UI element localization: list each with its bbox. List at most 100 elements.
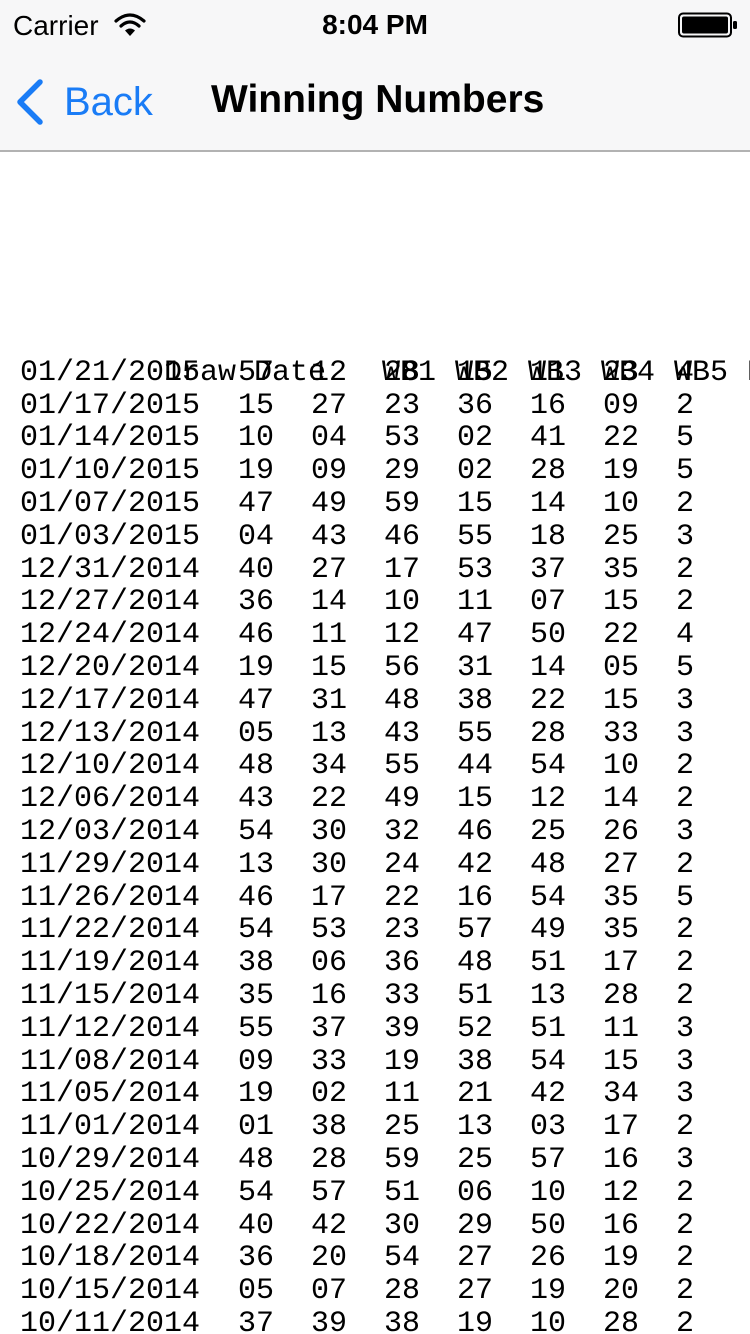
number-cell: 57 bbox=[311, 1175, 348, 1210]
number-cell: 41 bbox=[530, 421, 567, 456]
number-cell: 32 bbox=[384, 814, 421, 849]
number-cell: 11 bbox=[384, 1077, 421, 1112]
number-cell: 19 bbox=[238, 454, 275, 489]
number-cell: 06 bbox=[457, 1175, 494, 1210]
draw-date-cell: 10/29/2014 bbox=[20, 1142, 201, 1177]
number-cell: 11 bbox=[457, 585, 494, 620]
number-cell: 36 bbox=[457, 388, 494, 423]
number-cell: 5 bbox=[676, 421, 695, 456]
number-cell: 26 bbox=[530, 1241, 567, 1276]
number-cell: 4 bbox=[676, 355, 695, 390]
number-cell: 19 bbox=[603, 1241, 640, 1276]
number-cell: 48 bbox=[530, 847, 567, 882]
number-cell: 02 bbox=[457, 454, 494, 489]
number-cell: 4 bbox=[676, 618, 695, 653]
table-row: 12/13/2014 05 13 43 55 28 33 3 bbox=[20, 716, 750, 751]
number-cell: 44 bbox=[457, 749, 494, 784]
number-cell: 5 bbox=[676, 880, 695, 915]
number-cell: 3 bbox=[676, 519, 695, 554]
number-cell: 09 bbox=[603, 388, 640, 423]
number-cell: 49 bbox=[530, 913, 567, 948]
number-cell: 54 bbox=[530, 880, 567, 915]
number-cell: 54 bbox=[238, 1175, 275, 1210]
navigation-bar: Back Winning Numbers bbox=[0, 52, 750, 150]
number-cell: 47 bbox=[457, 618, 494, 653]
number-cell: 15 bbox=[457, 486, 494, 521]
number-cell: 37 bbox=[238, 1306, 275, 1334]
draw-date-cell: 01/07/2015 bbox=[20, 486, 201, 521]
number-cell: 13 bbox=[238, 847, 275, 882]
number-cell: 47 bbox=[238, 683, 275, 718]
number-cell: 38 bbox=[457, 683, 494, 718]
number-cell: 2 bbox=[676, 1110, 695, 1145]
number-cell: 14 bbox=[311, 585, 348, 620]
carrier-label: Carrier bbox=[13, 10, 99, 41]
number-cell: 50 bbox=[530, 618, 567, 653]
number-cell: 53 bbox=[457, 552, 494, 587]
number-cell: 01 bbox=[238, 1110, 275, 1145]
number-cell: 20 bbox=[603, 1274, 640, 1309]
chevron-left-icon bbox=[17, 79, 43, 125]
table-row: 12/27/2014 36 14 10 11 07 15 2 bbox=[20, 586, 750, 619]
number-cell: 16 bbox=[530, 388, 567, 423]
number-cell: 52 bbox=[457, 1011, 494, 1046]
table-row: 10/22/2014 40 42 30 29 50 16 2 bbox=[20, 1208, 750, 1243]
number-cell: 29 bbox=[384, 454, 421, 489]
table-row: 01/10/2015 19 09 29 02 28 19 5 bbox=[20, 455, 750, 488]
number-cell: 49 bbox=[384, 782, 421, 817]
back-button[interactable]: Back bbox=[14, 72, 153, 132]
number-cell: 22 bbox=[384, 880, 421, 915]
draw-date-cell: 11/29/2014 bbox=[20, 847, 201, 882]
status-time: 8:04 PM bbox=[322, 9, 428, 40]
number-cell: 22 bbox=[603, 421, 640, 456]
number-cell: 54 bbox=[530, 749, 567, 784]
number-cell: 04 bbox=[238, 519, 275, 554]
number-cell: 02 bbox=[311, 1077, 348, 1112]
number-cell: 23 bbox=[384, 913, 421, 948]
content-area[interactable]: Draw DateWB1WB2WB3WB4WB5PBPP 01/21/20155… bbox=[0, 152, 750, 1334]
number-cell: 2 bbox=[676, 978, 695, 1013]
number-cell: 59 bbox=[384, 1142, 421, 1177]
number-cell: 31 bbox=[457, 650, 494, 685]
draw-date-cell: 10/22/2014 bbox=[20, 1208, 201, 1243]
number-cell: 16 bbox=[311, 978, 348, 1013]
number-cell: 07 bbox=[530, 585, 567, 620]
number-cell: 15 bbox=[603, 683, 640, 718]
number-cell: 53 bbox=[384, 421, 421, 456]
number-cell: 53 bbox=[311, 913, 348, 948]
number-cell: 55 bbox=[457, 716, 494, 751]
number-cell: 34 bbox=[603, 1077, 640, 1112]
draw-date-cell: 12/17/2014 bbox=[20, 683, 201, 718]
number-cell: 46 bbox=[457, 814, 494, 849]
number-cell: 3 bbox=[676, 1077, 695, 1112]
number-cell: 39 bbox=[311, 1306, 348, 1334]
number-cell: 2 bbox=[676, 1208, 695, 1243]
number-cell: 42 bbox=[530, 1077, 567, 1112]
table-row: 12/24/2014 46 11 12 47 50 22 4 bbox=[20, 619, 750, 652]
column-header: PB bbox=[747, 356, 750, 390]
number-cell: 2 bbox=[676, 913, 695, 948]
number-cell: 2 bbox=[676, 1306, 695, 1334]
page-title: Winning Numbers bbox=[211, 78, 545, 121]
table-row: 12/17/2014 47 31 48 38 22 15 3 bbox=[20, 683, 750, 718]
number-cell: 30 bbox=[311, 847, 348, 882]
table-row: 12/10/2014 48 34 55 44 54 10 2 bbox=[20, 750, 750, 783]
number-cell: 43 bbox=[238, 782, 275, 817]
draw-date-cell: 12/06/2014 bbox=[20, 782, 201, 817]
draw-date-cell: 11/01/2014 bbox=[20, 1110, 201, 1145]
number-cell: 13 bbox=[311, 716, 348, 751]
number-cell: 23 bbox=[384, 388, 421, 423]
draw-date-cell: 11/12/2014 bbox=[20, 1011, 201, 1046]
number-cell: 10 bbox=[530, 1306, 567, 1334]
number-cell: 37 bbox=[530, 552, 567, 587]
number-cell: 39 bbox=[384, 1011, 421, 1046]
number-cell: 35 bbox=[603, 552, 640, 587]
number-cell: 18 bbox=[530, 519, 567, 554]
number-cell: 2 bbox=[676, 1274, 695, 1309]
column-header: WB2 bbox=[455, 355, 510, 390]
number-cell: 10 bbox=[384, 585, 421, 620]
draw-date-cell: 12/10/2014 bbox=[20, 749, 201, 784]
number-cell: 46 bbox=[238, 880, 275, 915]
number-cell: 22 bbox=[603, 618, 640, 653]
number-cell: 2 bbox=[676, 946, 695, 981]
